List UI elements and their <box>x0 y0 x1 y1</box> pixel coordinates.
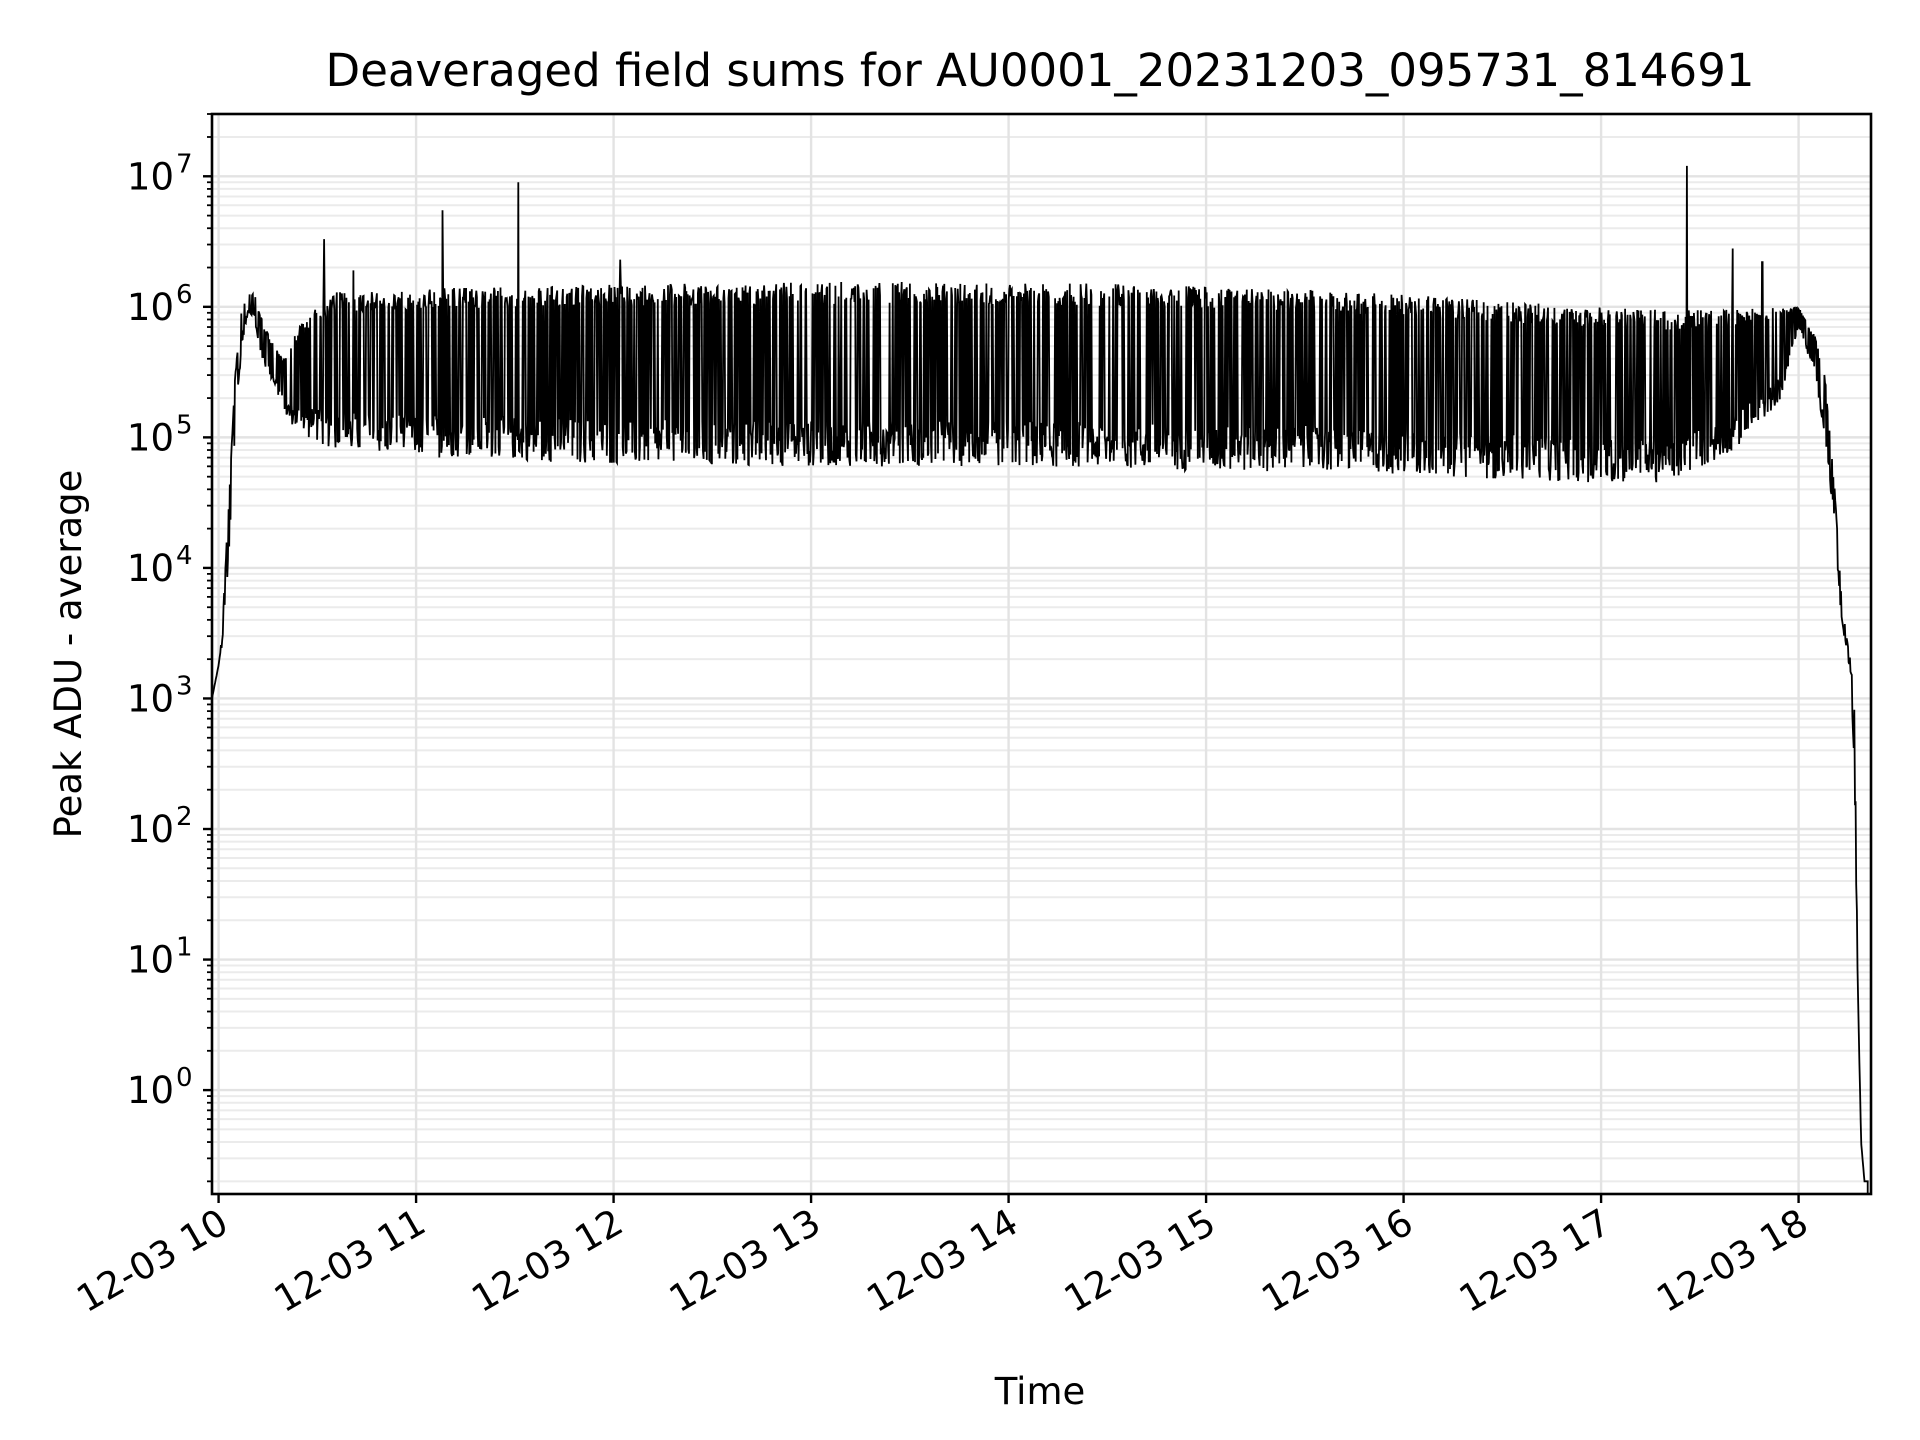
x-axis-label: Time <box>994 1370 1086 1413</box>
y-tick-exponent: 2 <box>176 802 193 832</box>
y-axis-label: Peak ADU - average <box>47 470 90 839</box>
y-tick-exponent: 0 <box>176 1063 193 1093</box>
minor-gridlines <box>212 113 1871 1183</box>
y-tick-exponent: 5 <box>176 410 193 440</box>
y-tick-label: 10 <box>127 416 174 459</box>
series-0-line <box>211 165 1869 1194</box>
y-tick-label: 10 <box>127 939 174 982</box>
plot-area <box>211 165 1869 1194</box>
y-tick-exponent: 7 <box>176 149 193 179</box>
y-tick-exponent: 4 <box>176 541 193 571</box>
y-tick-label: 10 <box>127 155 174 198</box>
y-tick-label: 10 <box>127 1069 174 1112</box>
y-tick-exponent: 6 <box>176 280 193 310</box>
y-tick-exponent: 1 <box>176 933 193 963</box>
plot-frame <box>210 112 1873 1196</box>
y-tick-label: 10 <box>127 286 174 329</box>
y-tick-label: 10 <box>127 677 174 720</box>
y-tick-label: 10 <box>127 547 174 590</box>
chart-title: Deaveraged field sums for AU0001_2023120… <box>326 44 1755 97</box>
y-tick-exponent: 3 <box>176 671 193 701</box>
y-tick-label: 10 <box>127 808 174 851</box>
